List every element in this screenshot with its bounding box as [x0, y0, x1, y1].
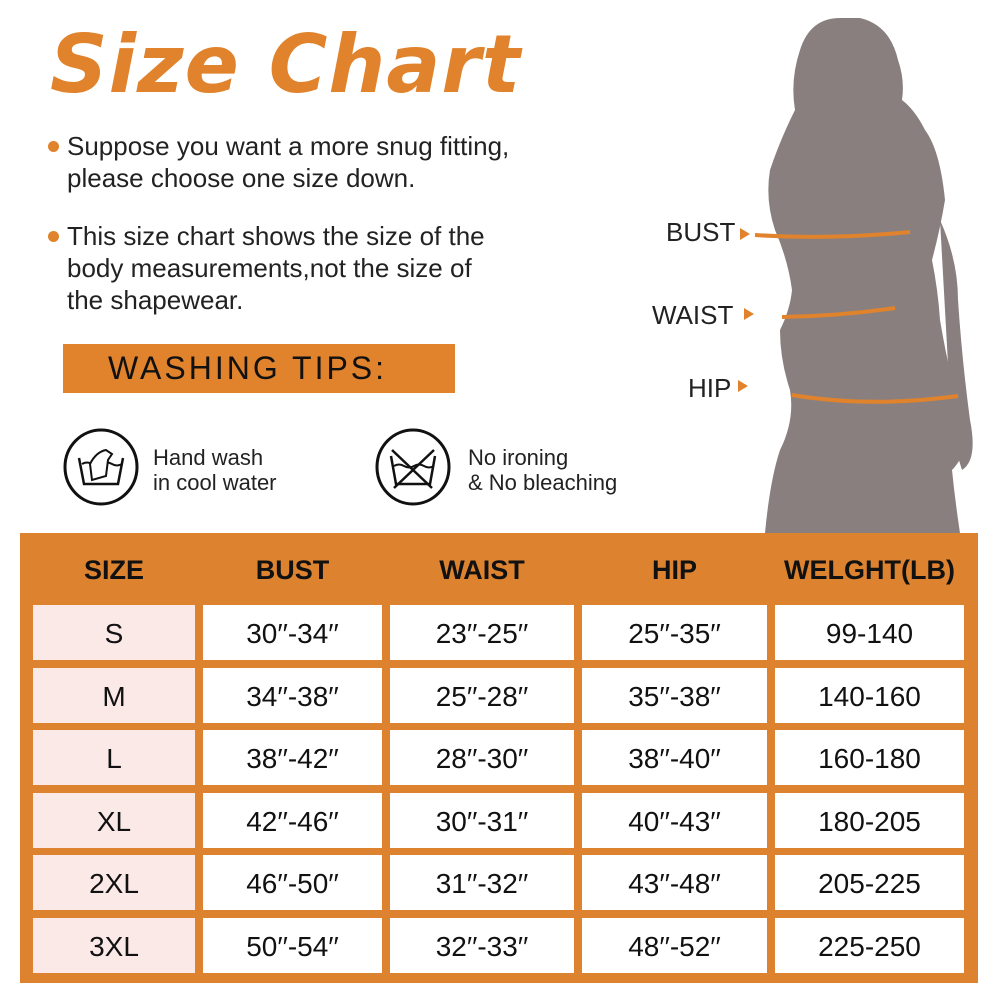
cell-size: M: [33, 667, 195, 723]
cell-waist: 25′′-28′′: [390, 667, 574, 723]
cell-bust: 42′′-46′′: [203, 792, 382, 848]
cell-waist: 23′′-25′′: [390, 605, 574, 660]
body-silhouette: [738, 18, 973, 533]
cell-bust: 30′′-34′′: [203, 605, 382, 660]
cell-weight: 99-140: [775, 605, 964, 660]
header-hip: HIP: [651, 555, 697, 585]
header-waist: WAIST: [439, 555, 525, 585]
bust-label: BUST: [666, 217, 736, 247]
cell-waist: 31′′-32′′: [390, 855, 574, 910]
cell-size: 3XL: [33, 917, 195, 973]
note-snug-fit: Suppose you want a more snug fitting, pl…: [48, 130, 509, 194]
cell-weight: 160-180: [775, 730, 964, 785]
cell-hip: 40′′-43′′: [582, 792, 767, 848]
cell-bust: 46′′-50′′: [203, 855, 382, 910]
cell-hip: 38′′-40′′: [582, 730, 767, 785]
washing-tips-heading: WASHING TIPS:: [63, 344, 455, 393]
size-table: SIZE BUST WAIST HIP WELGHT(LB) S 30′′-34′′ 23′′…: [20, 533, 978, 983]
cell-size: S: [33, 605, 195, 660]
cell-size: XL: [33, 792, 195, 848]
header-bust: BUST: [255, 555, 330, 585]
cell-hip: 48′′-52′′: [582, 917, 767, 973]
cell-waist: 28′′-30′′: [390, 730, 574, 785]
cell-weight: 225-250: [775, 917, 964, 973]
header-weight: WELGHT(LB): [784, 555, 955, 585]
bullet-icon: [48, 231, 59, 242]
page-title: Size Chart: [50, 18, 522, 111]
hip-label: HIP: [688, 373, 732, 403]
waist-label: WAIST: [652, 300, 734, 330]
cell-bust: 34′′-38′′: [203, 667, 382, 723]
cell-weight: 140-160: [775, 667, 964, 723]
cell-bust: 50′′-54′′: [203, 917, 382, 973]
no-bleach-text: No ironing & No bleaching: [468, 445, 618, 495]
header-size: SIZE: [83, 555, 144, 585]
bullet-icon: [48, 141, 59, 152]
note-body-measurements: This size chart shows the size of the bo…: [48, 220, 485, 316]
cell-weight: 205-225: [775, 855, 964, 910]
cell-size: 2XL: [33, 855, 195, 910]
cell-size: L: [33, 730, 195, 785]
cell-hip: 43′′-48′′: [582, 855, 767, 910]
no-bleach-no-iron-icon: [375, 428, 451, 506]
hand-wash-icon: [63, 428, 139, 506]
cell-hip: 25′′-35′′: [582, 605, 767, 660]
cell-waist: 32′′-33′′: [390, 917, 574, 973]
cell-bust: 38′′-42′′: [203, 730, 382, 785]
cell-weight: 180-205: [775, 792, 964, 848]
cell-waist: 30′′-31′′: [390, 792, 574, 848]
hand-wash-text: Hand wash in cool water: [153, 445, 277, 495]
cell-hip: 35′′-38′′: [582, 667, 767, 723]
